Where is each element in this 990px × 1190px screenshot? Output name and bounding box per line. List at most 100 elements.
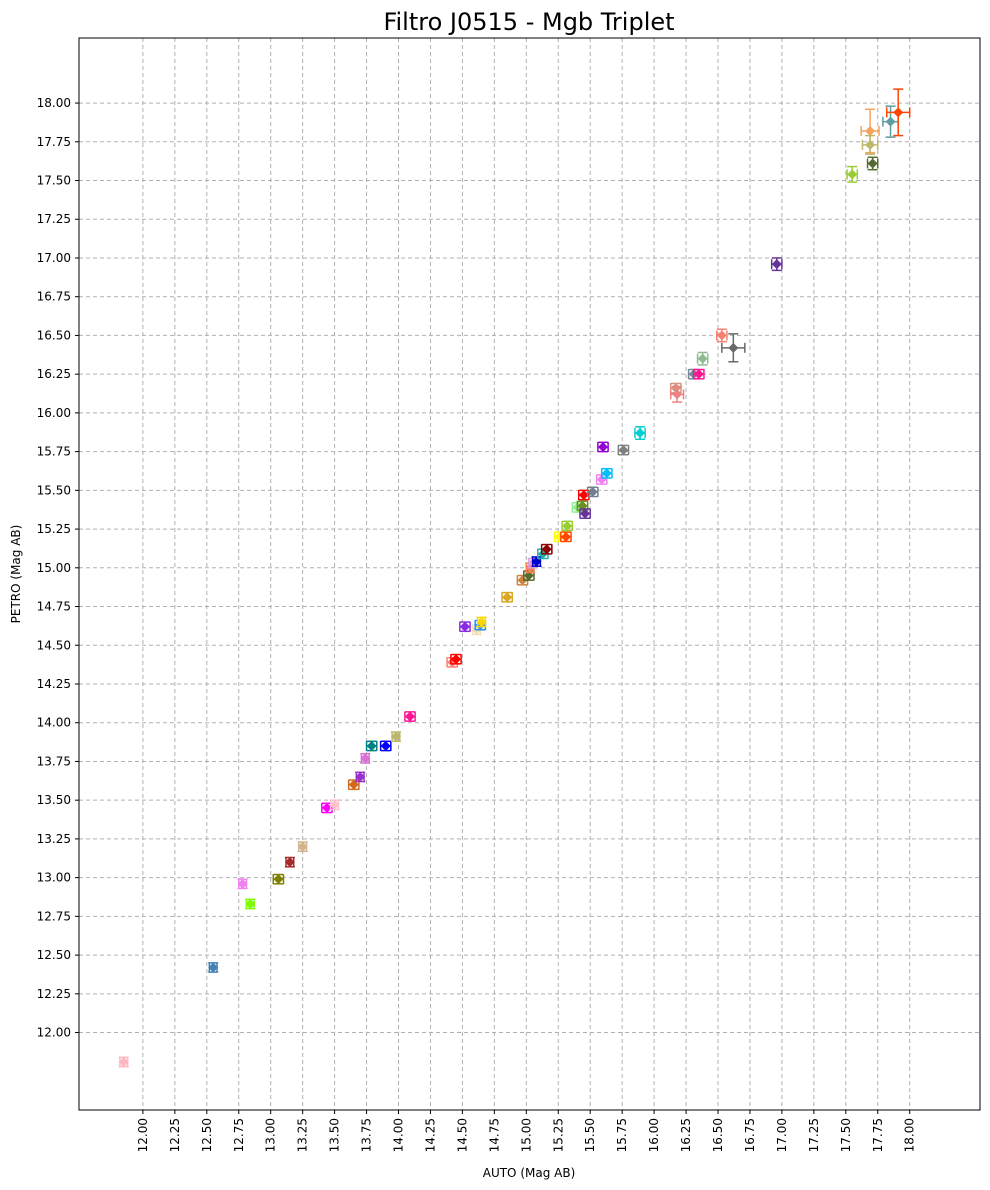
point-marker	[865, 139, 876, 150]
data-point	[634, 426, 646, 440]
point-marker	[355, 771, 366, 782]
y-tick-label: 16.75	[37, 290, 71, 304]
x-tick-label: 13.00	[264, 1118, 278, 1152]
point-marker	[580, 508, 591, 519]
point-marker	[451, 654, 462, 665]
point-marker	[885, 116, 896, 127]
point-marker	[273, 874, 284, 885]
x-tick-label: 12.25	[168, 1118, 182, 1152]
y-tick-label: 12.00	[37, 1026, 71, 1040]
point-marker	[366, 740, 377, 751]
y-tick-label: 13.75	[37, 754, 71, 768]
point-marker	[459, 621, 470, 632]
x-tick-label: 15.75	[615, 1118, 629, 1152]
data-point	[560, 531, 572, 543]
x-tick-label: 16.25	[679, 1118, 693, 1152]
point-marker	[360, 753, 371, 764]
point-marker	[635, 428, 646, 439]
point-marker	[596, 474, 607, 485]
data-point	[561, 520, 574, 532]
data-point	[617, 444, 630, 456]
point-marker	[578, 489, 589, 500]
x-tick-label: 13.75	[360, 1118, 374, 1152]
y-tick-label: 12.50	[37, 948, 71, 962]
y-tick-label: 17.00	[37, 251, 71, 265]
y-tick-label: 14.25	[37, 677, 71, 691]
point-marker	[405, 711, 416, 722]
data-point	[118, 1056, 129, 1068]
data-point	[885, 88, 911, 137]
point-marker	[554, 531, 565, 542]
point-marker	[380, 740, 391, 751]
y-tick-label: 14.50	[37, 638, 71, 652]
point-marker	[867, 158, 878, 169]
x-tick-label: 14.75	[487, 1118, 501, 1152]
data-point	[501, 591, 513, 603]
point-marker	[597, 441, 608, 452]
point-marker	[245, 898, 256, 909]
data-point	[846, 165, 859, 183]
data-point	[237, 878, 248, 890]
point-marker	[562, 520, 573, 531]
point-marker	[697, 353, 708, 364]
y-tick-label: 16.25	[37, 367, 71, 381]
x-tick-label: 18.00	[903, 1118, 917, 1152]
data-point	[866, 156, 879, 171]
x-tick-label: 15.00	[519, 1118, 533, 1152]
y-tick-label: 16.00	[37, 406, 71, 420]
x-tick-label: 13.25	[296, 1118, 310, 1152]
data-point	[390, 731, 401, 743]
data-point	[579, 508, 591, 519]
data-point	[586, 486, 599, 498]
y-tick-label: 12.25	[37, 987, 71, 1001]
point-marker	[208, 962, 219, 973]
point-marker	[541, 544, 552, 555]
data-point	[284, 856, 295, 868]
point-marker	[672, 389, 683, 400]
y-tick-label: 15.25	[37, 522, 71, 536]
point-marker	[893, 107, 904, 118]
data-point	[379, 740, 392, 752]
y-tick-label: 15.75	[37, 445, 71, 459]
x-tick-label: 14.00	[392, 1118, 406, 1152]
point-marker	[517, 575, 528, 586]
x-tick-label: 12.75	[232, 1118, 246, 1152]
y-tick-label: 15.00	[37, 561, 71, 575]
data-point	[597, 441, 609, 453]
data-point	[360, 752, 371, 764]
data-point	[245, 898, 256, 910]
y-tick-label: 17.25	[37, 212, 71, 226]
data-point	[365, 740, 378, 752]
y-tick-label: 17.75	[37, 135, 71, 149]
x-axis-ticks: 12.00 12.25 12.50 12.75 13.00 13.25 13.50 13.75…	[136, 1110, 917, 1152]
y-tick-label: 14.00	[37, 716, 71, 730]
data-point	[476, 616, 487, 628]
y-tick-label: 18.00	[37, 96, 71, 110]
y-tick-label: 16.50	[37, 328, 71, 342]
data-point	[861, 134, 879, 155]
y-tick-label: 13.00	[37, 871, 71, 885]
data-point	[329, 799, 340, 811]
data-point	[696, 351, 709, 366]
data-point	[595, 474, 608, 485]
point-marker	[502, 592, 513, 603]
data-point	[321, 802, 333, 814]
point-marker	[284, 857, 295, 868]
point-marker	[865, 125, 876, 136]
y-tick-label: 17.50	[37, 174, 71, 188]
point-marker	[118, 1056, 129, 1067]
point-marker	[693, 369, 704, 380]
x-tick-label: 17.25	[807, 1118, 821, 1152]
data-point	[770, 257, 783, 272]
data-point	[540, 543, 553, 555]
y-axis-ticks: 12.00 12.25 12.50 12.75 13.00 13.25 13.50 13.75…	[37, 96, 79, 1040]
y-tick-label: 14.75	[37, 600, 71, 614]
point-marker	[560, 531, 571, 542]
point-marker	[476, 617, 487, 628]
point-marker	[237, 878, 248, 889]
data-point	[692, 368, 705, 380]
data-point	[272, 873, 285, 885]
x-tick-label: 12.00	[136, 1118, 150, 1152]
